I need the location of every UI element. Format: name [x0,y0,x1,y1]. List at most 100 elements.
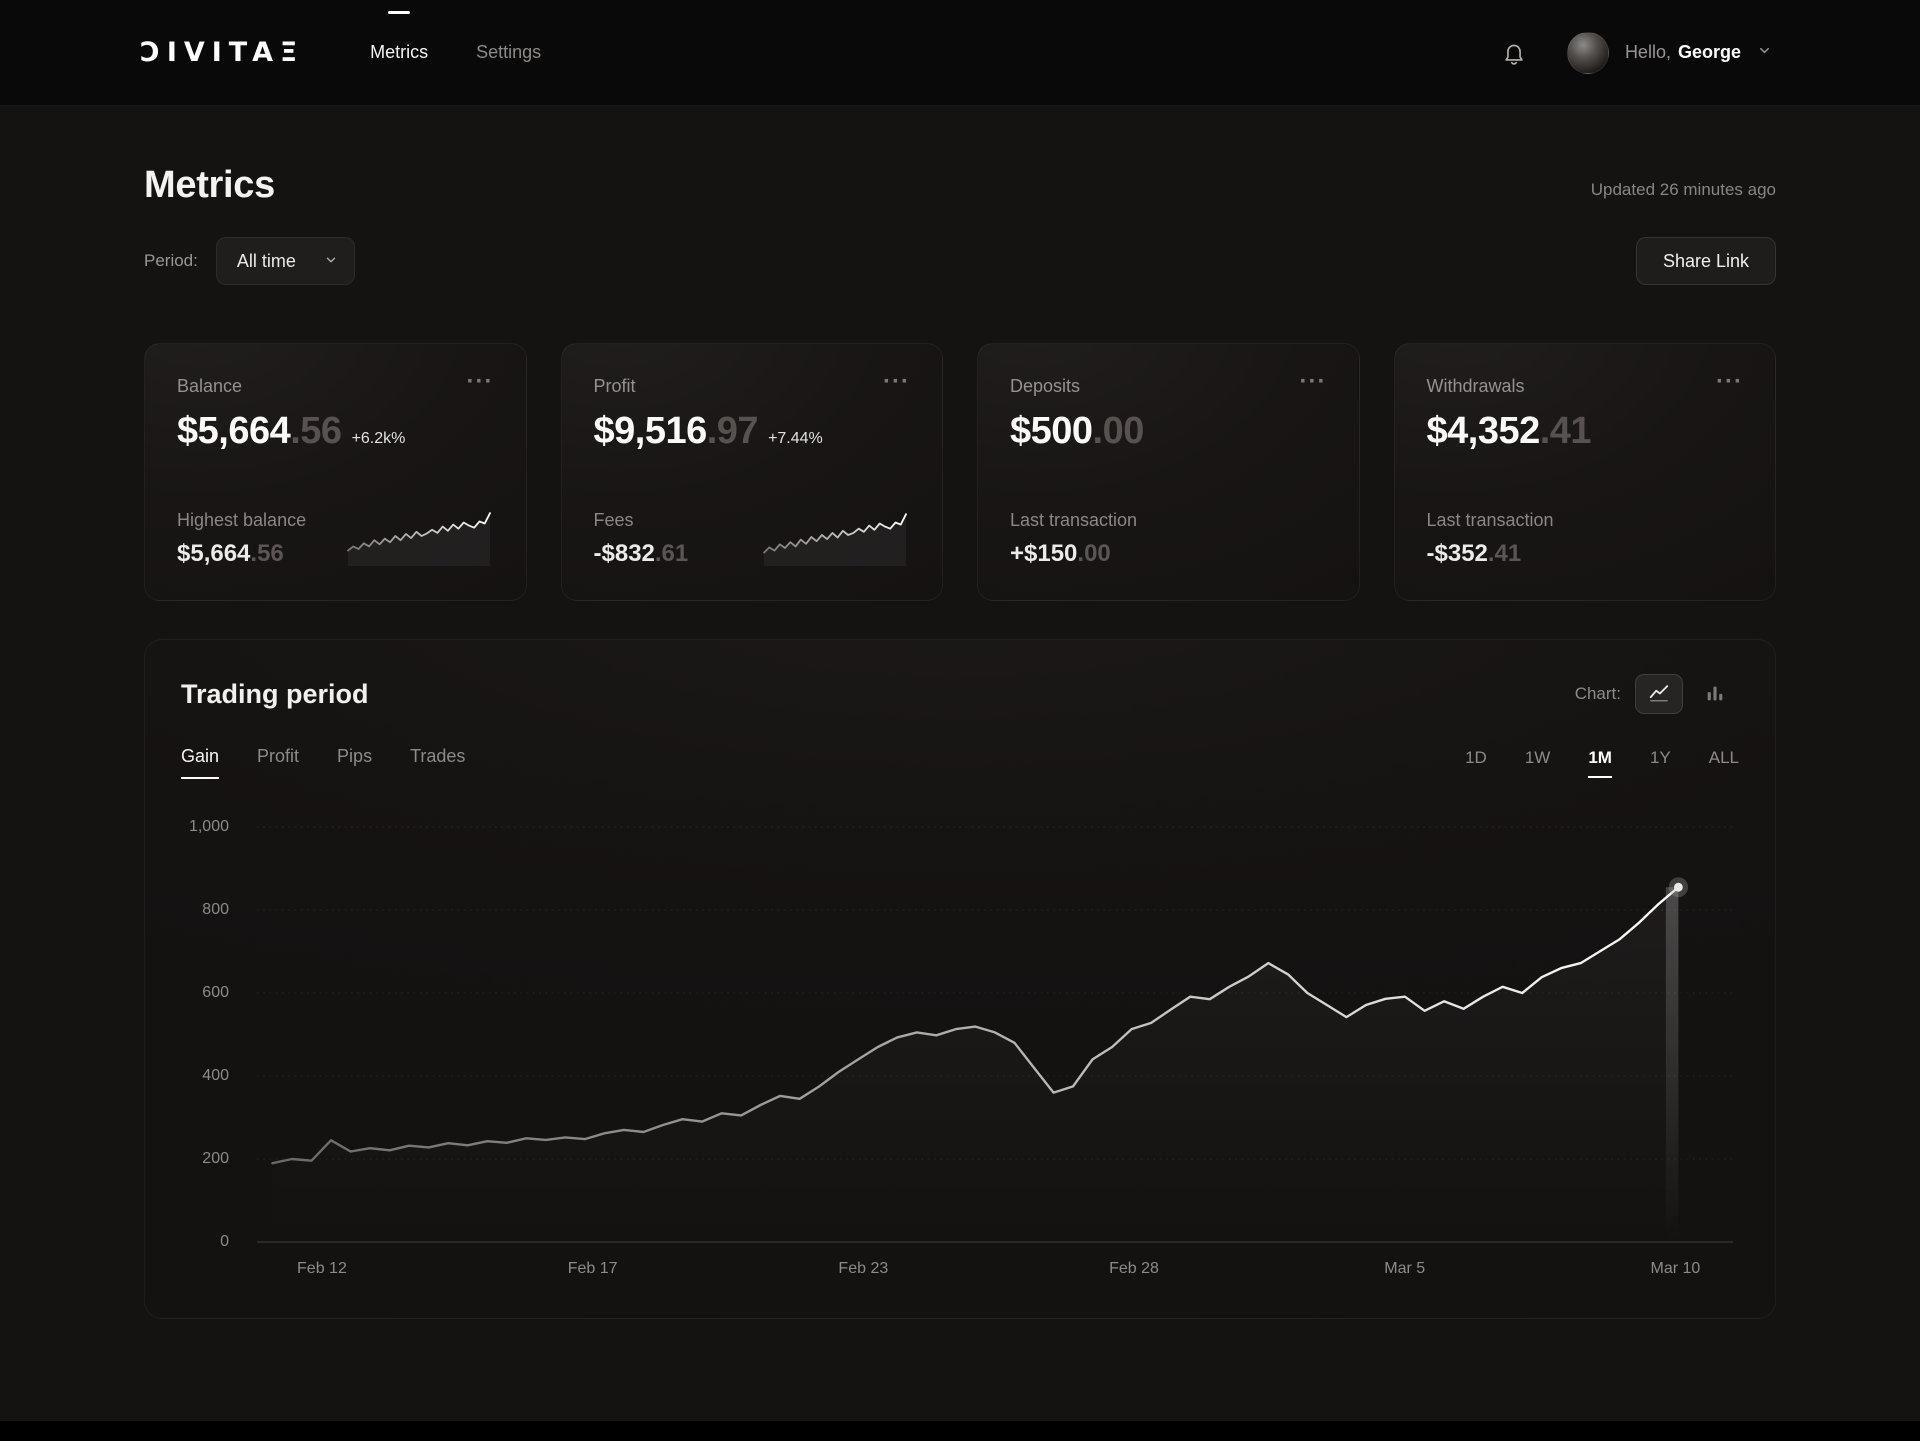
balance-sparkline-chart [346,512,491,566]
deposits-card: Deposits ··· $500.00 Last transaction +$… [977,343,1360,601]
sub-label: Highest balance [177,510,307,530]
sub-label: Last transaction [1426,510,1554,530]
range-1m[interactable]: 1M [1588,748,1612,778]
card-menu-button[interactable]: ··· [1716,368,1743,395]
nav-item-metrics[interactable]: Metrics [346,0,452,105]
nav-item-settings[interactable]: Settings [452,0,565,105]
nav-item-metrics-label: Metrics [370,42,429,62]
tab-pips[interactable]: Pips [337,746,373,766]
greeting-prefix: Hello, [1624,42,1671,62]
chart-controls-row: Gain Profit Pips Trades 1D 1W 1M 1Y ALL [181,746,1739,779]
notifications-bell-icon[interactable] [1499,38,1529,68]
main-content: Metrics Updated 26 minutes ago Period: A… [0,164,1920,1319]
x-tick-label: Feb 23 [838,1260,889,1277]
x-tick-label: Feb 12 [297,1260,347,1277]
range-1w[interactable]: 1W [1524,747,1551,767]
page-title: Metrics [144,164,275,206]
trading-chart: 1,000 800 600 400 200 0 Feb 12 Feb 17 Feb 23 Feb… [181,818,1739,1286]
change-badge: +7.44% [768,430,823,447]
card-value: $5,664.56 +6.2k% [177,410,494,453]
y-axis-labels: 1,000 800 600 400 200 0 [181,818,239,1250]
chart-type-toggle: Chart: [1575,674,1739,714]
x-tick-label: Mar 5 [1384,1260,1426,1277]
tab-profit[interactable]: Profit [257,746,300,766]
chart-toggle-label: Chart: [1574,684,1621,703]
card-title: Profit [593,376,636,396]
card-value: $9,516.97 +7.44% [594,410,911,453]
user-name: George [1677,42,1741,62]
y-tick-label: 1,000 [188,818,229,836]
sub-value: +$150.00 [1010,540,1111,567]
y-tick-label: 200 [202,1149,229,1167]
profit-sparkline-chart [763,513,907,566]
trading-period-panel: Trading period Chart: [144,639,1776,1319]
chevron-down-icon [1757,43,1772,58]
x-axis-labels: Feb 12 Feb 17 Feb 23 Feb 28 Mar 5 Mar 10 [257,1260,1733,1286]
card-menu-button[interactable]: ··· [883,368,910,395]
navbar-right: Hello, George [1499,31,1772,74]
sub-value: -$832.61 [593,540,689,567]
time-range-selector: 1D 1W 1M 1Y ALL [1465,748,1739,778]
period-dropdown-value: All time [236,250,296,271]
card-menu-button[interactable]: ··· [466,368,494,395]
period-dropdown[interactable]: All time [215,237,355,285]
card-value: $500.00 [1010,410,1327,453]
brand-logo[interactable]: ƆIVITAΞ [140,37,305,68]
range-1d[interactable]: 1D [1465,747,1487,767]
card-title: Withdrawals [1426,376,1525,396]
card-menu-button[interactable]: ··· [1299,368,1327,395]
metric-tabs: Gain Profit Pips Trades [181,746,465,779]
trading-chart-svg[interactable] [257,823,1733,1246]
line-chart-icon [1648,682,1670,707]
x-tick-label: Feb 17 [567,1260,618,1277]
metric-cards: Balance ··· $5,664.56 +6.2k% Highest bal… [144,343,1776,601]
bar-chart-icon [1704,682,1726,707]
tab-gain[interactable]: Gain [181,746,220,779]
sub-label: Fees [593,510,634,530]
card-title: Balance [177,376,243,396]
sub-value: $5,664.56 [177,540,284,567]
value-main: $9,516 [593,410,708,452]
y-tick-label: 0 [220,1232,229,1250]
user-avatar[interactable] [1566,31,1609,74]
range-all[interactable]: ALL [1708,747,1739,767]
x-tick-label: Feb 28 [1109,1260,1159,1277]
navbar: ƆIVITAΞ Metrics Settings Hello, George [0,0,1920,106]
bottom-bar [0,1421,1920,1441]
y-tick-label: 600 [202,984,229,1001]
y-tick-label: 400 [202,1066,229,1084]
controls-row: Period: All time Share Link [144,237,1776,285]
period-label: Period: [144,251,198,270]
card-value: $4,352.41 [1427,410,1744,453]
profit-card: Profit ··· $9,516.97 +7.44% Fees -$832.6… [560,343,943,601]
value-main: $4,352 [1426,410,1541,452]
card-title: Deposits [1010,376,1081,396]
change-badge: +6.2k% [351,430,406,447]
value-decimal: .97 [706,410,759,452]
range-1y[interactable]: 1Y [1649,747,1671,767]
balance-card: Balance ··· $5,664.56 +6.2k% Highest bal… [144,343,527,601]
withdrawals-card: Withdrawals ··· $4,352.41 Last transacti… [1393,343,1776,601]
nav-item-settings-label: Settings [476,42,542,62]
page-header: Metrics Updated 26 minutes ago [144,164,1776,207]
value-main: $5,664 [177,410,291,452]
chart-plot-area: 1,000 800 600 400 200 0 [189,818,1733,1250]
updated-timestamp: Updated 26 minutes ago [1590,180,1776,199]
primary-nav: Metrics Settings [346,0,565,105]
bar-chart-toggle-button[interactable] [1691,674,1739,714]
period-group: Period: All time [144,237,355,285]
sub-value: -$352.41 [1426,540,1522,567]
line-chart-toggle-button[interactable] [1635,674,1683,714]
value-decimal: .00 [1092,410,1145,452]
y-tick-label: 800 [202,901,229,918]
user-menu[interactable]: Hello, George [1625,42,1772,63]
share-link-button[interactable]: Share Link [1635,237,1776,285]
value-decimal: .56 [290,410,342,452]
nav-active-indicator [388,11,411,14]
x-tick-label: Mar 10 [1650,1260,1701,1277]
navbar-left: ƆIVITAΞ Metrics Settings [140,0,565,105]
sub-label: Last transaction [1010,510,1138,530]
tab-trades[interactable]: Trades [410,746,466,766]
value-main: $500 [1010,410,1093,452]
chevron-down-icon [324,251,338,272]
